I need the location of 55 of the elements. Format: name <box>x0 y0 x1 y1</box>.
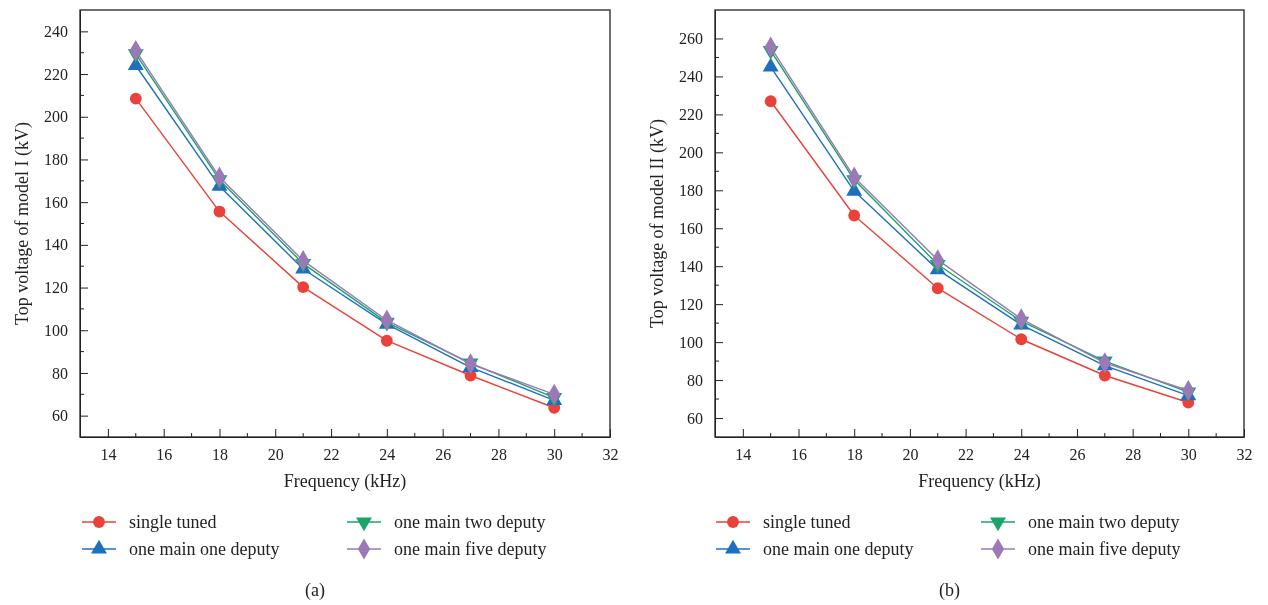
x-tick-label: 28 <box>1125 446 1142 464</box>
x-tick-label: 20 <box>267 446 284 464</box>
y-tick-label: 60 <box>52 407 68 425</box>
x-tick-label: 26 <box>435 446 452 464</box>
x-tick-label: 28 <box>490 446 507 464</box>
y-tick-label: 120 <box>44 279 68 297</box>
legend-label: single tuned <box>763 512 851 532</box>
legend-label: one main one deputy <box>763 539 914 559</box>
y-tick-label: 140 <box>679 257 703 275</box>
y-tick-label: 180 <box>44 151 68 169</box>
legend-label: one main two deputy <box>394 512 546 532</box>
y-axis-title: Top voltage of model I (kV) <box>12 121 33 326</box>
x-tick-label: 14 <box>100 446 117 464</box>
text: (a) <box>305 580 325 601</box>
x-tick-label: 24 <box>1013 446 1030 464</box>
x-tick-label: 32 <box>1236 446 1253 464</box>
x-tick-label: 30 <box>546 446 563 464</box>
y-tick-label: 180 <box>679 181 703 199</box>
x-tick-label: 22 <box>323 446 340 464</box>
x-tick-label: 14 <box>735 446 752 464</box>
y-tick-label: 240 <box>44 22 68 40</box>
x-tick-label: 22 <box>958 446 975 464</box>
x-tick-label: 20 <box>902 446 919 464</box>
y-tick-label: 140 <box>44 236 68 254</box>
x-tick-label: 30 <box>1180 446 1197 464</box>
text: (b) <box>939 580 960 601</box>
y-tick-label: 220 <box>679 106 703 123</box>
y-tick-label: 200 <box>679 143 703 161</box>
x-tick-label: 16 <box>156 446 173 464</box>
x-tick-label: 24 <box>379 446 396 464</box>
y-tick-label: 260 <box>679 30 703 48</box>
x-axis-title: Frequency (kHz) <box>283 471 407 492</box>
x-tick-label: 32 <box>602 446 619 464</box>
y-tick-label: 100 <box>679 333 703 351</box>
y-tick-label: 80 <box>52 364 68 382</box>
y-tick-label: 160 <box>44 193 68 211</box>
y-tick-label: 60 <box>687 409 703 427</box>
x-tick-label: 26 <box>1069 446 1086 464</box>
x-axis-title: Frequency (kHz) <box>918 471 1041 492</box>
y-tick-label: 200 <box>44 108 68 126</box>
y-tick-label: 80 <box>687 371 703 389</box>
y-tick-label: 240 <box>679 68 703 86</box>
legend-label: one main five deputy <box>1028 539 1181 559</box>
legend-label: single tuned <box>129 512 217 532</box>
x-tick-label: 18 <box>211 446 228 464</box>
legend-label: one main five deputy <box>394 539 547 559</box>
x-tick-label: 16 <box>791 446 808 464</box>
y-tick-label: 120 <box>679 295 703 313</box>
legend-label: one main two deputy <box>1028 512 1180 532</box>
legend-label: one main one deputy <box>129 539 280 559</box>
y-tick-label: 160 <box>679 219 703 237</box>
x-tick-label: 18 <box>846 446 863 464</box>
y-tick-label: 100 <box>44 321 68 339</box>
y-axis-title: Top voltage of model II (kV) <box>647 118 668 329</box>
y-tick-label: 220 <box>44 65 68 83</box>
